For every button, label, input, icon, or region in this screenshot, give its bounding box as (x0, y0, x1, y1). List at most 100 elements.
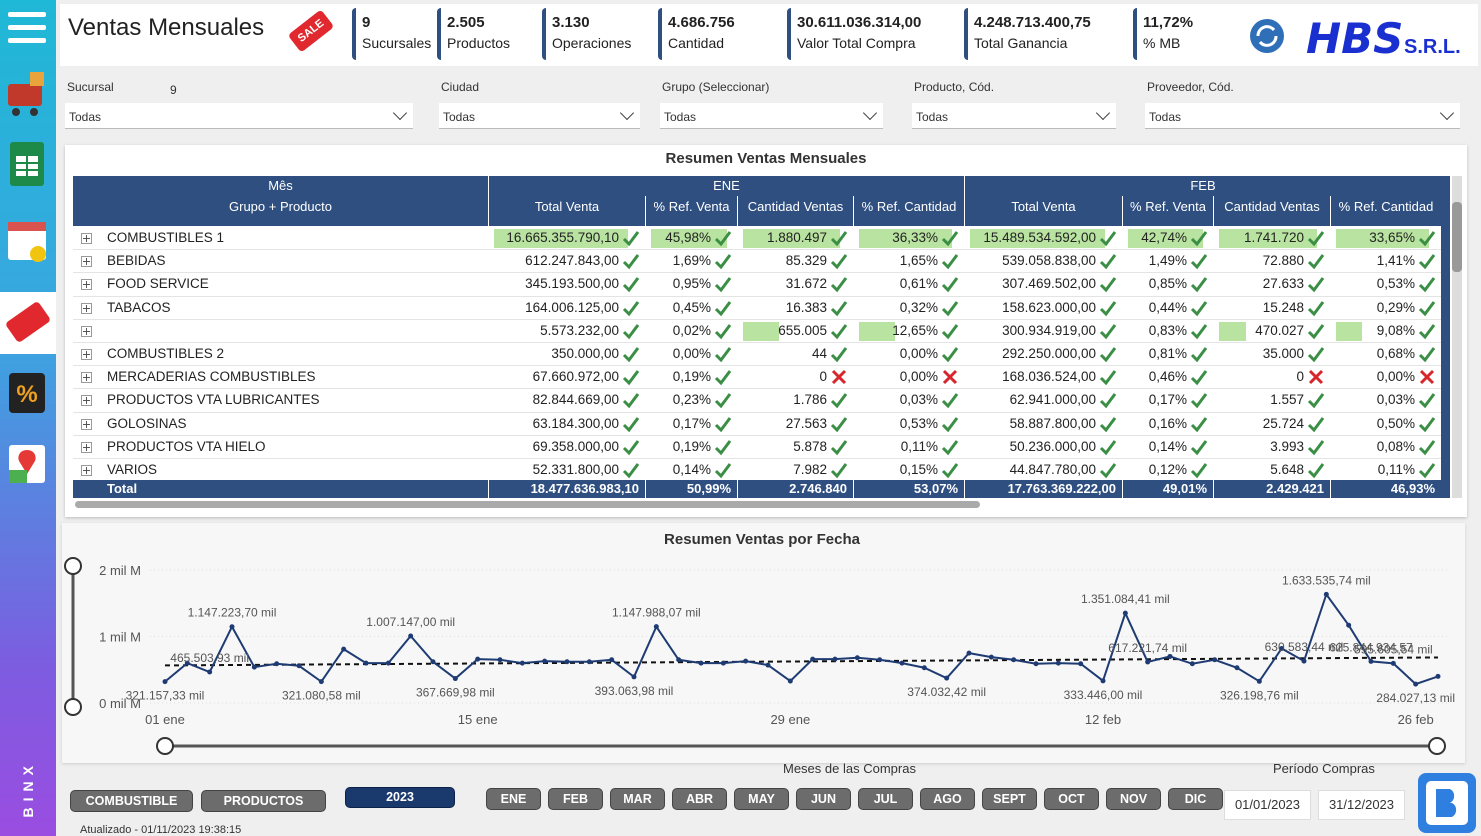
table-cell: 0,53% (899, 415, 938, 431)
filter-dropdown[interactable] (660, 103, 883, 129)
menu-icon[interactable] (8, 12, 46, 43)
status-check (622, 439, 640, 456)
month-button[interactable]: ABR (672, 788, 727, 810)
table-cell: 0,68% (1376, 346, 1415, 361)
expand-button[interactable] (81, 233, 92, 244)
data-bar (859, 229, 952, 249)
status-path (941, 439, 959, 456)
status-path (622, 323, 640, 340)
h-scrollbar[interactable] (75, 501, 980, 508)
date-input[interactable]: 31/12/2023 (1318, 790, 1405, 820)
sheet-icon[interactable] (10, 142, 44, 186)
expand-button[interactable] (81, 372, 92, 384)
status-path (941, 300, 959, 316)
status-check (1418, 300, 1436, 316)
status-path (1419, 370, 1435, 385)
status-check (830, 347, 848, 363)
column-header: Total Venta (964, 196, 1122, 226)
month-button[interactable]: DIC (1168, 788, 1223, 810)
expand-button[interactable] (81, 418, 92, 430)
status-path (1190, 347, 1208, 363)
table-cell: 1,49% (1148, 253, 1187, 269)
status-path (1418, 439, 1436, 456)
status-check (1099, 347, 1117, 363)
expand-button[interactable] (81, 279, 92, 291)
status-check (941, 300, 959, 316)
expand-plus (86, 420, 87, 428)
filter-label: Grupo (Seleccionar) (662, 80, 770, 94)
percent-icon[interactable]: % (9, 373, 45, 413)
expand-button[interactable] (81, 325, 92, 337)
table-row (73, 343, 1441, 367)
expand-button[interactable] (81, 349, 92, 360)
status-check (1307, 463, 1325, 479)
month-button[interactable]: ENE (486, 788, 541, 810)
month-button[interactable]: JUN (796, 788, 851, 810)
data-point (653, 624, 659, 630)
month-button[interactable]: FEB (548, 788, 603, 810)
status-path (1307, 416, 1325, 432)
logo: HBS (1306, 14, 1404, 63)
month-button[interactable]: NOV (1106, 788, 1161, 810)
status-check (714, 370, 732, 386)
table-cell: 69.358.000,00 (532, 438, 619, 454)
filter-dropdown[interactable] (439, 103, 640, 129)
cart-icon[interactable] (8, 72, 44, 116)
status-path (1190, 300, 1208, 316)
refresh-icon[interactable] (1248, 17, 1286, 55)
map-icon[interactable] (9, 445, 45, 483)
month-button[interactable]: OCT (1044, 788, 1099, 810)
table-cell: 0,19% (672, 438, 711, 454)
y-tick-label: 2 mil M (99, 563, 141, 578)
x-slider-handle[interactable] (156, 737, 174, 755)
y-slider-handle[interactable] (64, 698, 82, 716)
kpi-value: 9 (362, 14, 371, 31)
data-point (1346, 622, 1352, 628)
x-slider-handle[interactable] (1428, 737, 1446, 755)
y-slider-handle[interactable] (64, 557, 82, 575)
table-cell: 0,53% (1376, 276, 1415, 292)
expand-button[interactable] (81, 256, 92, 268)
updated-text: Atualizado - 01/11/2023 19:38:15 (80, 824, 242, 836)
data-point (452, 676, 458, 682)
expand-button[interactable] (81, 302, 92, 314)
segment-button[interactable]: COMBUSTIBLE (70, 790, 193, 812)
filter-dropdown[interactable] (1145, 103, 1460, 129)
date-input[interactable]: 01/01/2023 (1224, 790, 1311, 820)
status-check (830, 439, 848, 456)
expand-button[interactable] (81, 441, 92, 453)
data-label: 393.063,98 mil (595, 684, 674, 698)
month-button[interactable]: AGO (920, 788, 975, 810)
status-path (714, 323, 732, 340)
filter-dropdown[interactable] (65, 103, 413, 129)
expand-button[interactable] (81, 465, 92, 476)
status-check (714, 463, 732, 479)
status-path (714, 231, 732, 247)
status-check (941, 393, 959, 409)
status-check (1307, 277, 1325, 293)
data-point (251, 664, 257, 670)
status-path (830, 347, 848, 363)
table-cell: 0,32% (899, 299, 938, 315)
segment-button[interactable]: PRODUCTOS (201, 790, 326, 812)
v-scrollbar[interactable] (1452, 176, 1462, 498)
month-button[interactable]: MAY (734, 788, 789, 810)
data-point (296, 663, 302, 669)
row-name: MERCADERIAS COMBUSTIBLES (107, 369, 316, 385)
data-point (1011, 657, 1017, 663)
table-cell: 0,02% (672, 322, 711, 338)
month-button[interactable]: JUL (858, 788, 913, 810)
table-cell: 63.184.300,00 (532, 415, 619, 431)
calendar-icon[interactable] (8, 222, 46, 262)
status-check (1190, 393, 1208, 409)
status-check (1307, 300, 1325, 316)
status-check (1418, 393, 1436, 409)
year-button[interactable]: 2023 (345, 787, 455, 808)
expand-button[interactable] (81, 395, 92, 407)
month-button[interactable]: MAR (610, 788, 665, 810)
status-path (1099, 254, 1117, 270)
status-path (830, 277, 848, 293)
filter-dropdown[interactable] (912, 103, 1116, 129)
status-check (1190, 370, 1208, 386)
month-button[interactable]: SEPT (982, 788, 1037, 810)
